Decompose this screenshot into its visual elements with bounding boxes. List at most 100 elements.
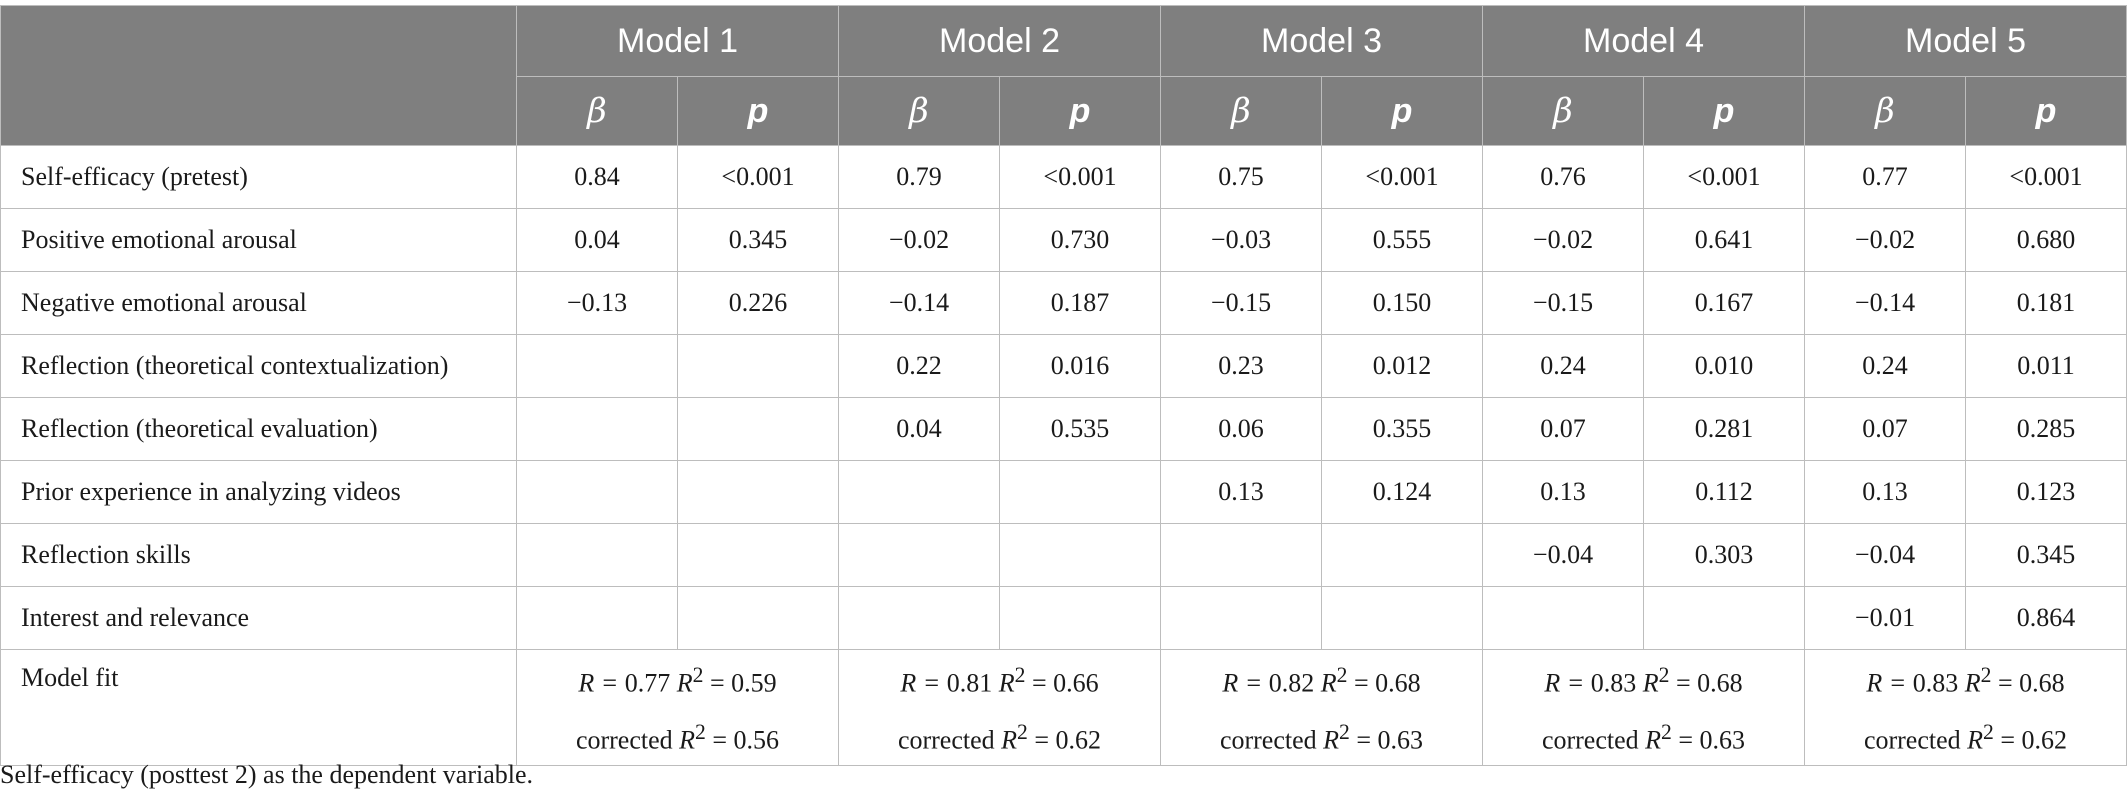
fit-corrected-line: corrected R2 = 0.63 [1162, 708, 1481, 765]
p-value-cell: 0.187 [999, 271, 1161, 335]
beta-cell: −0.02 [1482, 208, 1644, 272]
beta-cell: −0.03 [1160, 208, 1322, 272]
r2-value: 0.68 [2019, 668, 2065, 698]
p-value-cell: 0.010 [1643, 334, 1805, 398]
corrected-r2-value: 0.63 [1699, 725, 1746, 755]
r2-symbol: R [1967, 725, 1984, 755]
r-symbol: R = [1222, 668, 1269, 698]
r-symbol: R = [1866, 668, 1913, 698]
row-label: Reflection skills [0, 523, 517, 587]
model-fit-cell: R = 0.82 R2 = 0.68 corrected R2 = 0.63 [1160, 648, 1483, 767]
corrected-label: corrected [1863, 725, 1968, 755]
table-row: Negative emotional arousal −0.13 0.226 −0.1… [0, 271, 2127, 335]
p-value-cell [1321, 523, 1483, 587]
table-row: Self-efficacy (pretest) 0.84 <0.001 0.79 <0.… [0, 145, 2127, 209]
r2-symbol: R [1320, 668, 1337, 698]
corrected-r2-value: 0.62 [1055, 725, 1102, 755]
beta-cell [516, 460, 678, 524]
corner-cell [0, 5, 517, 146]
beta-cell: 0.04 [838, 397, 1000, 461]
p-value-cell: 0.345 [1965, 523, 2127, 587]
fit-corrected-line: corrected R2 = 0.62 [1806, 708, 2125, 765]
beta-cell: 0.13 [1160, 460, 1322, 524]
row-label: Reflection (theoretical contextualizatio… [0, 334, 517, 398]
beta-cell: 0.22 [838, 334, 1000, 398]
beta-cell: −0.04 [1482, 523, 1644, 587]
beta-cell: 0.24 [1804, 334, 1966, 398]
row-label: Prior experience in analyzing videos [0, 460, 517, 524]
p-value-cell: <0.001 [1643, 145, 1805, 209]
beta-header: β [1804, 76, 1966, 146]
p-value-cell: 0.641 [1643, 208, 1805, 272]
model-header: Model 2 [838, 5, 1161, 77]
beta-cell: −0.15 [1160, 271, 1322, 335]
beta-cell: 0.06 [1160, 397, 1322, 461]
corrected-label: corrected [1541, 725, 1646, 755]
beta-cell: −0.02 [838, 208, 1000, 272]
beta-cell [838, 460, 1000, 524]
header-row-stats: β p β p β p β p β p [1, 76, 2127, 146]
regression-table: Model 1 Model 2 Model 3 Model 4 Model 5 … [0, 5, 2127, 767]
beta-cell: 0.77 [1804, 145, 1966, 209]
r2-value: 0.68 [1375, 668, 1421, 698]
p-value-cell: <0.001 [1321, 145, 1483, 209]
p-value-cell: <0.001 [999, 145, 1161, 209]
r2-superscript: 2 [692, 663, 704, 687]
r2-symbol: R [1645, 725, 1662, 755]
fit-corrected-line: corrected R2 = 0.62 [840, 708, 1159, 765]
row-label: Model fit [0, 648, 517, 767]
r2-equals: = [1671, 725, 1700, 755]
r-value: 0.83 [1912, 668, 1959, 698]
p-value-cell [999, 523, 1161, 587]
row-label: Positive emotional arousal [0, 208, 517, 272]
p-value-cell: 0.864 [1965, 586, 2127, 650]
r2-symbol: R [998, 668, 1015, 698]
beta-cell: −0.02 [1804, 208, 1966, 272]
p-value-cell: 0.112 [1643, 460, 1805, 524]
table-row: Reflection (theoretical contextualizatio… [0, 334, 2127, 398]
r2-equals: = [1025, 668, 1054, 698]
corrected-r2-value: 0.62 [2021, 725, 2068, 755]
r2-superscript: 2 [1658, 663, 1670, 687]
r2-equals: = [1993, 725, 2022, 755]
beta-cell [516, 586, 678, 650]
p-value-cell: 0.285 [1965, 397, 2127, 461]
model-header: Model 1 [516, 5, 839, 77]
fit-corrected-line: corrected R2 = 0.63 [1484, 708, 1803, 765]
r-symbol: R = [900, 668, 947, 698]
header-row-models: Model 1 Model 2 Model 3 Model 4 Model 5 [0, 5, 2127, 146]
r-value: 0.77 [624, 668, 671, 698]
table-row: Prior experience in analyzing videos 0.13… [0, 460, 2127, 524]
p-header: p [1321, 76, 1483, 146]
row-label: Interest and relevance [0, 586, 517, 650]
p-value-cell: 0.680 [1965, 208, 2127, 272]
table-row: Interest and relevance −0.01 0.864 [0, 586, 2127, 650]
r2-superscript: 2 [1980, 663, 1992, 687]
p-value-cell [677, 397, 839, 461]
table-row: Reflection skills −0.04 0.303 −0.04 0.345 [0, 523, 2127, 587]
fit-r-line: R = 0.83 R2 = 0.68 [1484, 651, 1803, 708]
beta-cell: −0.14 [1804, 271, 1966, 335]
fit-r-line: R = 0.81 R2 = 0.66 [840, 651, 1159, 708]
p-value-cell [677, 334, 839, 398]
model-fit-row: Model fit R = 0.77 R2 = 0.59 corrected R2… [0, 648, 2127, 767]
r-symbol: R = [578, 668, 625, 698]
table-row: Positive emotional arousal 0.04 0.345 −0.02… [0, 208, 2127, 272]
corrected-r2-value: 0.56 [733, 725, 780, 755]
r-value: 0.82 [1268, 668, 1315, 698]
beta-cell [516, 523, 678, 587]
r2-value: 0.59 [731, 668, 777, 698]
r2-symbol: R [1642, 668, 1659, 698]
beta-cell [1160, 586, 1322, 650]
p-value-cell: 0.355 [1321, 397, 1483, 461]
beta-header: β [516, 76, 678, 146]
beta-cell [838, 523, 1000, 587]
table-footnote: Self-efficacy (posttest 2) as the depend… [0, 760, 534, 789]
r2-value: 0.68 [1697, 668, 1743, 698]
corrected-label: corrected [897, 725, 1002, 755]
r2-superscript: 2 [1017, 719, 1028, 744]
fit-r-line: R = 0.83 R2 = 0.68 [1806, 651, 2125, 708]
beta-header: β [838, 76, 1000, 146]
p-header: p [677, 76, 839, 146]
row-label: Reflection (theoretical evaluation) [0, 397, 517, 461]
